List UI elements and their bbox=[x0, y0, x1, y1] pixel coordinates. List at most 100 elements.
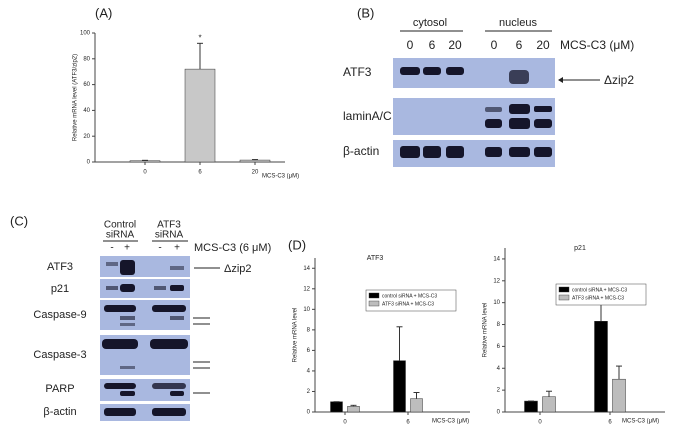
y-tick-label: 40 bbox=[83, 108, 90, 114]
y-tick-label: 2 bbox=[307, 389, 311, 395]
legend-swatch bbox=[368, 300, 380, 307]
y-tick-label: 0 bbox=[87, 160, 91, 166]
band bbox=[485, 147, 502, 157]
bar bbox=[542, 396, 556, 413]
y-tick-label: 4 bbox=[307, 369, 311, 375]
legend-swatch bbox=[558, 294, 570, 301]
band bbox=[423, 67, 441, 75]
arrow-head bbox=[558, 77, 563, 83]
band bbox=[120, 284, 135, 292]
y-tick-label: 14 bbox=[303, 266, 310, 272]
panel-label: (A) bbox=[95, 5, 112, 20]
legend-label: control siRNA + MCS-C3 bbox=[382, 293, 437, 299]
band bbox=[485, 119, 502, 128]
band bbox=[509, 118, 530, 129]
row-label: PARP bbox=[45, 383, 74, 395]
row-label: p21 bbox=[51, 283, 69, 295]
y-tick-label: 10 bbox=[493, 300, 500, 306]
band bbox=[509, 104, 530, 114]
bar bbox=[347, 406, 360, 413]
bar bbox=[594, 321, 608, 413]
group-label: siRNA bbox=[155, 230, 184, 241]
row-label: ATF3 bbox=[343, 65, 372, 79]
x-tick-label: 0 bbox=[538, 420, 542, 426]
band bbox=[534, 106, 552, 112]
band bbox=[106, 262, 118, 266]
band-label: Δzip2 bbox=[604, 73, 634, 87]
row-label: Caspase-3 bbox=[33, 349, 86, 361]
chart: (D) ATF3 0 2 4 6 8 10 12 14 Relative mRNA level MCS… bbox=[288, 237, 470, 426]
y-tick-label: 6 bbox=[307, 348, 311, 354]
y-axis-label: Relative mRNA level bbox=[483, 303, 489, 358]
y-tick-label: 80 bbox=[83, 56, 90, 62]
arrows bbox=[193, 267, 220, 394]
treatment-label: MCS-C3 (6 μM) bbox=[194, 242, 271, 254]
x-tick-label: 20 bbox=[252, 170, 259, 176]
y-tick-label: 12 bbox=[493, 278, 500, 284]
chart: p21 0 2 4 6 8 10 12 14 Relative mRNA level MCS-C3 … bbox=[483, 245, 665, 426]
y-tick-label: 20 bbox=[83, 134, 90, 140]
band bbox=[423, 146, 441, 158]
legend-label: ATF3 siRNA + MCS-C3 bbox=[572, 295, 624, 301]
blot-strip bbox=[100, 379, 190, 401]
row-label: β-actin bbox=[343, 144, 379, 158]
y-tick-label: 4 bbox=[497, 366, 501, 372]
row-label: β-actin bbox=[43, 406, 76, 418]
row-label: laminA/C bbox=[343, 109, 392, 123]
chart-title: ATF3 bbox=[367, 255, 384, 262]
bar bbox=[330, 401, 343, 413]
sign-label: - bbox=[110, 243, 113, 254]
bar bbox=[524, 400, 538, 413]
y-tick-label: 14 bbox=[493, 257, 500, 263]
row-label: ATF3 bbox=[47, 261, 73, 273]
band bbox=[509, 70, 529, 84]
panel-b: (B) cytosol nucleus 0 6 20 0 6 20 MCS-C3… bbox=[343, 5, 634, 167]
panel-label: (D) bbox=[288, 237, 306, 252]
dose-label: 0 bbox=[491, 38, 498, 52]
band bbox=[106, 286, 118, 290]
blot-strip bbox=[100, 300, 190, 330]
legend-label: ATF3 siRNA + MCS-C3 bbox=[382, 301, 434, 307]
band bbox=[509, 147, 530, 157]
y-tick-label: 0 bbox=[497, 410, 501, 416]
dose-label: 6 bbox=[516, 38, 523, 52]
band bbox=[150, 339, 188, 349]
band bbox=[446, 67, 464, 75]
band bbox=[170, 266, 184, 270]
y-tick-label: 6 bbox=[497, 344, 501, 350]
group-label: cytosol bbox=[413, 17, 447, 29]
band-label: Δzip2 bbox=[224, 263, 252, 275]
y-tick-label: 8 bbox=[307, 327, 311, 333]
group-label: siRNA bbox=[106, 230, 135, 241]
bar bbox=[239, 159, 271, 163]
band bbox=[534, 119, 552, 128]
band bbox=[104, 383, 136, 389]
sign-label: + bbox=[124, 243, 130, 254]
legend-box bbox=[555, 283, 647, 306]
band bbox=[534, 147, 552, 157]
dose-label: 6 bbox=[429, 38, 436, 52]
dose-label: 20 bbox=[536, 38, 550, 52]
x-tick-label: 6 bbox=[608, 420, 612, 426]
y-tick-label: 0 bbox=[307, 410, 311, 416]
band bbox=[120, 316, 135, 320]
band bbox=[120, 366, 135, 369]
band bbox=[170, 285, 184, 291]
group-label: nucleus bbox=[499, 17, 537, 29]
y-axis-label: Relative mRNA level bbox=[293, 308, 299, 363]
band bbox=[485, 107, 502, 112]
treatment-label: MCS-C3 (μM) bbox=[560, 38, 634, 52]
panel-c: (C) Control siRNA ATF3 siRNA - + - + MCS… bbox=[10, 213, 271, 421]
x-axis-label: MCS-C3 (μM) bbox=[622, 419, 659, 425]
band bbox=[152, 305, 186, 312]
y-tick-label: 60 bbox=[83, 82, 90, 88]
sign-label: - bbox=[158, 243, 161, 254]
panel-label: (C) bbox=[10, 213, 28, 228]
band bbox=[170, 316, 184, 320]
band bbox=[104, 305, 136, 312]
dose-label: 20 bbox=[448, 38, 462, 52]
x-tick-label: 0 bbox=[343, 420, 347, 426]
legend-swatch bbox=[368, 292, 380, 299]
blot-strip bbox=[393, 98, 555, 135]
bar bbox=[184, 68, 216, 163]
